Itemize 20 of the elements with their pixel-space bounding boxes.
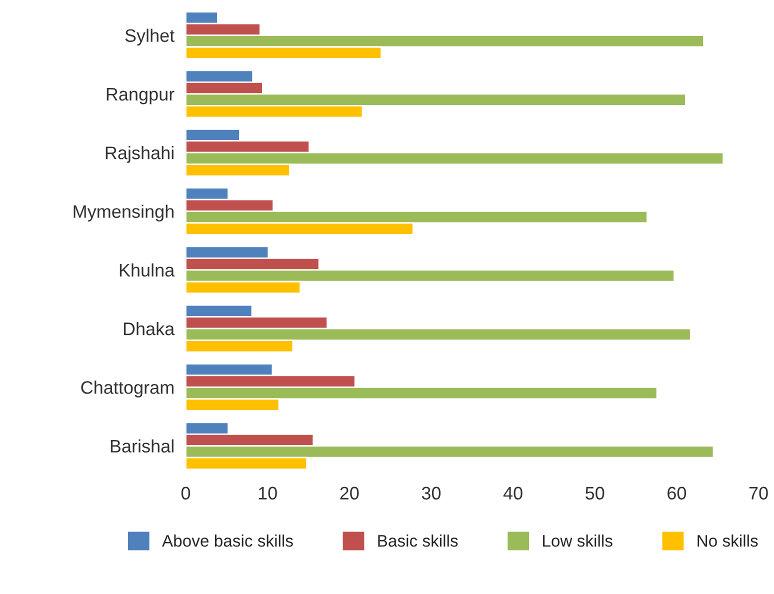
x-tick-label: 40 (503, 486, 522, 500)
y-tick-label: Rajshahi (106, 146, 174, 163)
x-tick-label: 30 (422, 486, 441, 500)
y-tick-label: Chattogram (81, 380, 174, 398)
legend-label: Basic skills (378, 534, 458, 547)
x-tick-label: 60 (668, 486, 686, 500)
y-tick-label: Khulna (120, 263, 175, 277)
x-tick-label: 50 (586, 486, 604, 500)
y-tick-label: Rangpur (106, 88, 174, 104)
y-tick-label: Sylhet (125, 28, 175, 46)
legend-label: Above basic skills (162, 534, 293, 547)
x-tick-label: 0 (181, 486, 190, 500)
y-tick-label: Mymensingh (74, 204, 174, 222)
y-tick-label: Dhaka (124, 322, 175, 336)
x-tick-label: 20 (340, 486, 359, 500)
y-tick-label: Barishal (110, 439, 174, 453)
x-tick-label: 70 (749, 486, 768, 500)
x-tick-label: 10 (258, 486, 277, 500)
legend-label: No skills (698, 534, 758, 547)
legend-label: Low skills (543, 534, 612, 547)
